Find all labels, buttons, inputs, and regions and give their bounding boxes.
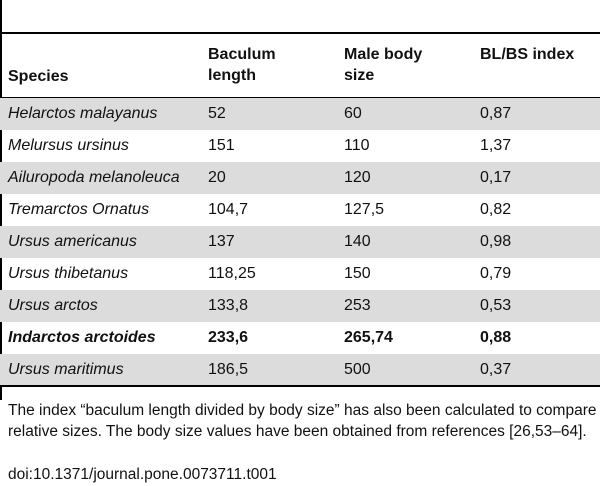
cell-species: Tremarctos Ornatus (8, 201, 150, 218)
cell-baculum-length: 133,8 (208, 290, 344, 322)
header-bl-bs-index: BL/BS index (480, 46, 575, 63)
cell-bl-bs-index: 0,87 (480, 98, 600, 130)
cell-male-body-size: 265,74 (344, 329, 393, 346)
cell-species: Indarctos arctoides (8, 329, 156, 346)
cell-baculum-length: 186,5 (208, 354, 344, 386)
cell-male-body-size: 253 (344, 290, 480, 322)
cell-bl-bs-index: 0,88 (480, 329, 512, 346)
table-footnote: The index “baculum length divided by bod… (8, 402, 597, 440)
table-bottom-rule (0, 385, 600, 387)
cell-male-body-size: 120 (344, 162, 480, 194)
cell-male-body-size: 110 (344, 137, 370, 154)
cell-male-body-size: 150 (344, 265, 371, 282)
cell-bl-bs-index: 0,79 (480, 265, 512, 282)
table-left-border (0, 0, 2, 400)
table-row: Helarctos malayanus 52 60 0,87 (0, 98, 600, 130)
header-baculum-length: Baculum length (208, 46, 276, 84)
data-table: Helarctos malayanus 52 60 0,87 Melursus ursi… (0, 98, 600, 386)
table-row: Ursus arctos 133,8 253 0,53 (0, 290, 600, 322)
table-row: Ursus americanus 137 140 0,98 (0, 226, 600, 258)
cell-bl-bs-index: 1,37 (480, 137, 512, 154)
cell-baculum-length: 151 (208, 137, 235, 154)
header-species: Species (8, 68, 69, 85)
table-row: Melursus ursinus 151 110 1,37 (0, 130, 600, 162)
cell-species: Ursus maritimus (0, 354, 208, 386)
header-male-body-size: Male body size (344, 46, 423, 84)
table-top-band (0, 0, 600, 32)
cell-male-body-size: 60 (344, 98, 480, 130)
cell-baculum-length: 20 (208, 162, 344, 194)
cell-male-body-size: 500 (344, 354, 480, 386)
doi-text: doi:10.1371/journal.pone.0073711.t001 (8, 466, 277, 483)
cell-bl-bs-index: 0,98 (480, 226, 600, 258)
cell-species: Ursus americanus (0, 226, 208, 258)
cell-species: Ursus arctos (0, 290, 208, 322)
cell-bl-bs-index: 0,53 (480, 290, 600, 322)
cell-species: Ailuropoda melanoleuca (0, 162, 208, 194)
cell-baculum-length: 52 (208, 98, 344, 130)
cell-bl-bs-index: 0,17 (480, 162, 600, 194)
cell-bl-bs-index: 0,82 (480, 201, 512, 218)
table-row: Tremarctos Ornatus 104,7 127,5 0,82 (0, 194, 600, 226)
cell-baculum-length: 118,25 (208, 265, 256, 282)
cell-baculum-length: 137 (208, 226, 344, 258)
table-row: Ailuropoda melanoleuca 20 120 0,17 (0, 162, 600, 194)
table-row: Ursus maritimus 186,5 500 0,37 (0, 354, 600, 386)
cell-male-body-size: 127,5 (344, 201, 385, 218)
cell-species: Helarctos malayanus (0, 98, 208, 130)
table-row: Ursus thibetanus 118,25 150 0,79 (0, 258, 600, 290)
cell-species: Ursus thibetanus (8, 265, 129, 282)
cell-baculum-length: 104,7 (208, 201, 249, 218)
cell-male-body-size: 140 (344, 226, 480, 258)
cell-species: Melursus ursinus (8, 137, 129, 154)
table-top-rule (0, 32, 600, 34)
cell-bl-bs-index: 0,37 (480, 354, 600, 386)
table-row: Indarctos arctoides 233,6 265,74 0,88 (0, 322, 600, 354)
cell-baculum-length: 233,6 (208, 329, 249, 346)
header-rule (0, 97, 600, 98)
